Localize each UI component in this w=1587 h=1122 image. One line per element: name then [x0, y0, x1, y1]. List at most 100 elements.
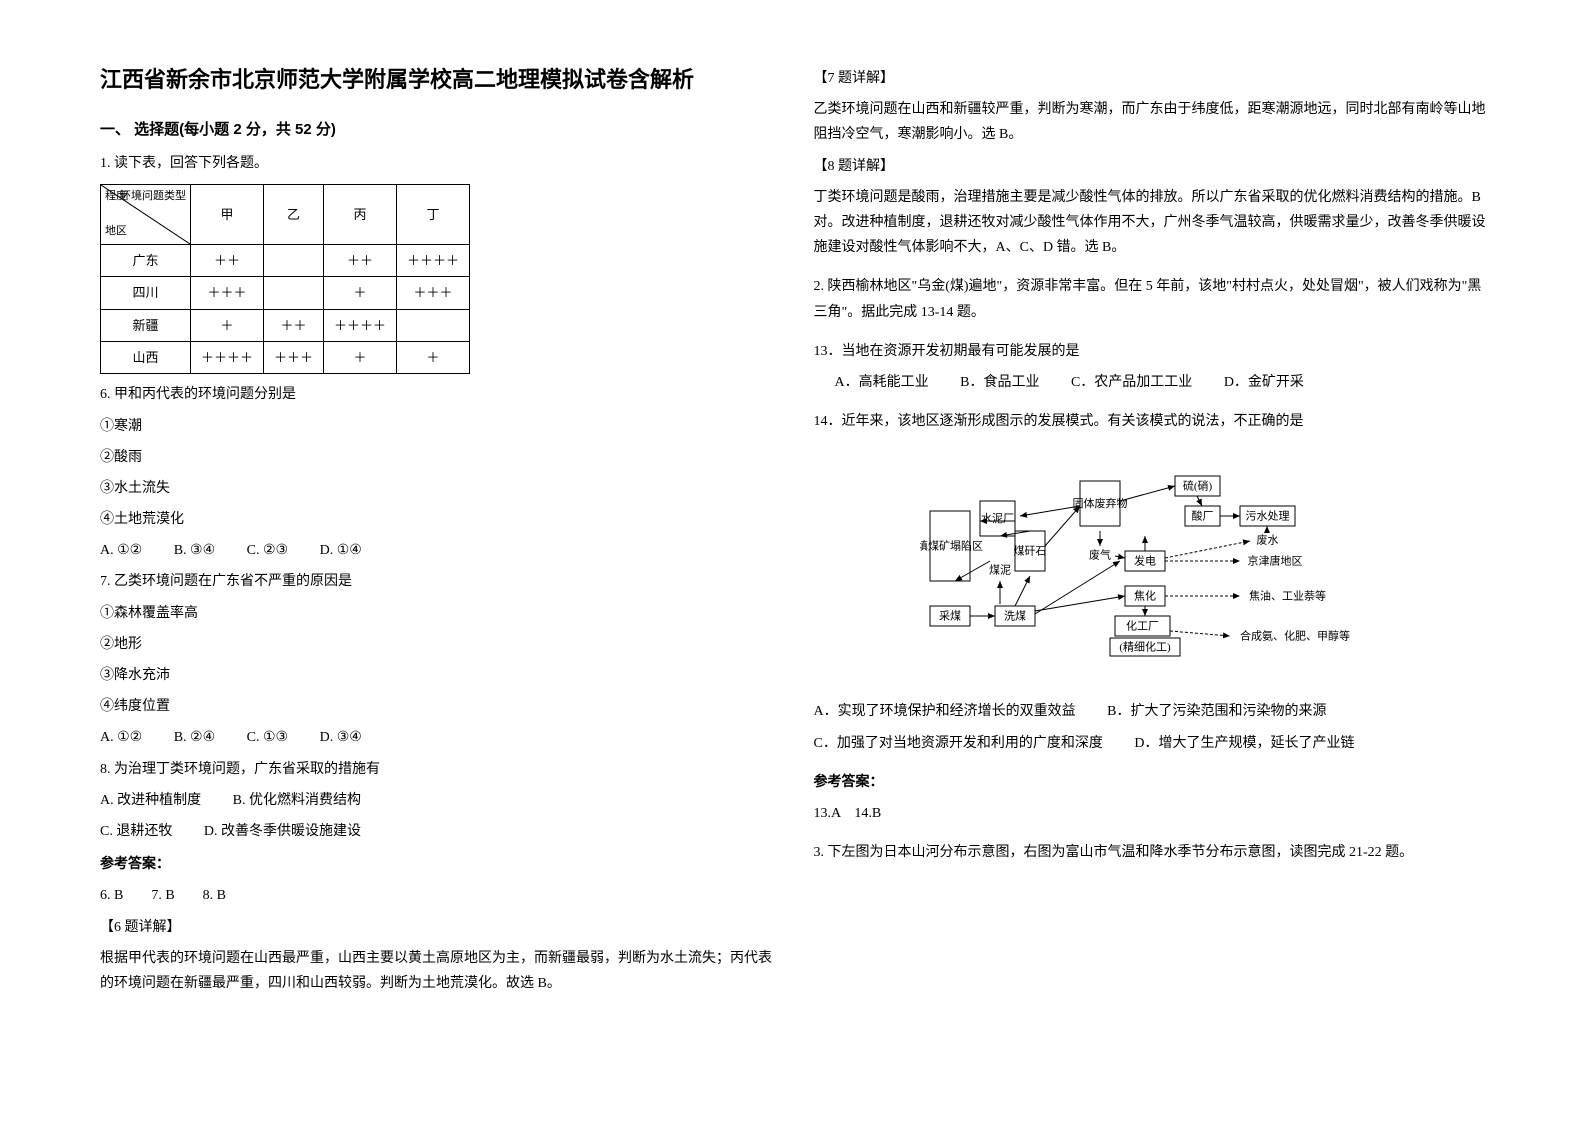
row-region: 山西 [101, 341, 191, 373]
q6-item: ③水土流失 [100, 476, 774, 501]
exp8-body: 丁类环境问题是酸雨，治理措施主要是减少酸性气体的排放。所以广东省采取的优化燃料消… [814, 185, 1488, 261]
ans-678: 6. B 7. B 8. B [100, 883, 774, 908]
cell: ＋＋＋＋ [324, 309, 397, 341]
q8-stem: 8. 为治理丁类环境问题，广东省采取的措施有 [100, 757, 774, 782]
svg-text:煤矸石: 煤矸石 [1014, 545, 1047, 558]
opt: D. ①④ [320, 543, 362, 558]
q7-options: A. ①② B. ②④ C. ①③ D. ③④ [100, 725, 774, 750]
cell: ＋＋＋ [191, 277, 264, 309]
q13-stem: 13．当地在资源开发初期最有可能发展的是 [814, 339, 1488, 364]
row-region: 广东 [101, 244, 191, 276]
cell: ＋＋ [191, 244, 264, 276]
svg-text:洗煤: 洗煤 [1004, 610, 1026, 623]
cell [264, 277, 324, 309]
opt: A. ①② [100, 730, 142, 745]
cell: ＋ [324, 277, 397, 309]
opt: A．实现了环境保护和经济增长的双重效益 [814, 704, 1076, 719]
opt: A. ①② [100, 543, 142, 558]
opt: A．高耗能工业 [835, 375, 929, 390]
opt: C. 退耕还牧 [100, 824, 172, 839]
svg-text:水泥厂: 水泥厂 [981, 512, 1014, 525]
q3-intro: 3. 下左图为日本山河分布示意图，右图为富山市气温和降水季节分布示意图，读图完成… [814, 840, 1488, 865]
cell: ＋＋ [264, 309, 324, 341]
svg-text:采煤: 采煤 [939, 610, 961, 623]
opt: A. 改进种植制度 [100, 793, 201, 808]
q7-item: ③降水充沛 [100, 663, 774, 688]
diag-tr: 环境问题类型 [120, 187, 186, 207]
cell: ＋ [191, 309, 264, 341]
exp8-title: 【8 题详解】 [814, 154, 1488, 179]
opt: B. ②④ [174, 730, 215, 745]
col-h: 甲 [191, 184, 264, 244]
diag-bl: 地区 [105, 222, 127, 242]
q14-stem: 14．近年来，该地区逐渐形成图示的发展模式。有关该模式的说法，不正确的是 [814, 409, 1488, 434]
cell: ＋＋＋＋ [191, 341, 264, 373]
svg-text:(精细化工): (精细化工) [1120, 640, 1172, 654]
opt: C. ②③ [247, 543, 288, 558]
page-title: 江西省新余市北京师范大学附属学校高二地理模拟试卷含解析 [100, 60, 774, 100]
svg-text:污水处理: 污水处理 [1246, 510, 1290, 523]
col-h: 乙 [264, 184, 324, 244]
q7-item: ①森林覆盖率高 [100, 601, 774, 626]
row-region: 四川 [101, 277, 191, 309]
opt: B. ③④ [174, 543, 215, 558]
svg-text:焦化: 焦化 [1134, 589, 1156, 603]
q7-item: ②地形 [100, 632, 774, 657]
cell: ＋＋＋ [264, 341, 324, 373]
table-row: 山西 ＋＋＋＋ ＋＋＋ ＋ ＋ [101, 341, 470, 373]
cell: ＋ [397, 341, 470, 373]
q1-intro: 1. 读下表，回答下列各题。 [100, 151, 774, 176]
q6-item: ④土地荒漠化 [100, 507, 774, 532]
q7-stem: 7. 乙类环境问题在广东省不严重的原因是 [100, 569, 774, 594]
answer-label-2: 参考答案： [814, 770, 1488, 795]
svg-text:废气: 废气 [1089, 548, 1111, 562]
col-h: 丙 [324, 184, 397, 244]
col-h: 丁 [397, 184, 470, 244]
q6-item: ①寒潮 [100, 414, 774, 439]
cell [264, 244, 324, 276]
section-heading: 一、 选择题(每小题 2 分，共 52 分) [100, 116, 774, 143]
exp7-body: 乙类环境问题在山西和新疆较严重，判断为寒潮，而广东由于纬度低，距寒潮源地远，同时… [814, 97, 1488, 147]
svg-text:发电: 发电 [1134, 554, 1156, 568]
opt: D．金矿开采 [1224, 375, 1304, 390]
opt: B．食品工业 [960, 375, 1039, 390]
opt: D. 改善冬季供暖设施建设 [204, 824, 361, 839]
q14-options-1: A．实现了环境保护和经济增长的双重效益 B．扩大了污染范围和污染物的来源 [814, 699, 1488, 724]
q6-stem: 6. 甲和丙代表的环境问题分别是 [100, 382, 774, 407]
flow-svg: 采煤洗煤填煤矿塌陷区水泥厂固体废弃物发电焦化化工厂(精细化工)硫(硝)酸厂污水处… [920, 446, 1380, 676]
flow-diagram: 采煤洗煤填煤矿塌陷区水泥厂固体废弃物发电焦化化工厂(精细化工)硫(硝)酸厂污水处… [920, 446, 1380, 685]
row-region: 新疆 [101, 309, 191, 341]
svg-text:焦油、工业萘等: 焦油、工业萘等 [1249, 589, 1326, 603]
svg-text:酸厂: 酸厂 [1192, 509, 1214, 523]
svg-text:化工厂: 化工厂 [1126, 619, 1159, 633]
cell: ＋＋ [324, 244, 397, 276]
opt: D．增大了生产规模，延长了产业链 [1134, 736, 1354, 751]
exp7-title: 【7 题详解】 [814, 66, 1488, 91]
q2-intro: 2. 陕西榆林地区"乌金(煤)遍地"，资源非常丰富。但在 5 年前，该地"村村点… [814, 274, 1488, 324]
q13-options: A．高耗能工业 B．食品工业 C．农产品加工工业 D．金矿开采 [814, 370, 1488, 395]
ans-1314: 13.A 14.B [814, 801, 1488, 826]
svg-text:废水: 废水 [1257, 533, 1279, 547]
q8-options-2: C. 退耕还牧 D. 改善冬季供暖设施建设 [100, 819, 774, 844]
table-diag-header: 程度 环境问题类型 地区 [101, 184, 191, 244]
env-table: 程度 环境问题类型 地区 甲 乙 丙 丁 广东 ＋＋ ＋＋ ＋＋＋＋ 四川 ＋＋… [100, 184, 470, 375]
table-row: 新疆 ＋ ＋＋ ＋＋＋＋ [101, 309, 470, 341]
table-row: 广东 ＋＋ ＋＋ ＋＋＋＋ [101, 244, 470, 276]
cell: ＋＋＋ [397, 277, 470, 309]
svg-text:京津唐地区: 京津唐地区 [1248, 554, 1303, 568]
cell [397, 309, 470, 341]
q8-options-1: A. 改进种植制度 B. 优化燃料消费结构 [100, 788, 774, 813]
svg-text:硫(硝): 硫(硝) [1183, 479, 1213, 493]
exp6-body: 根据甲代表的环境问题在山西最严重，山西主要以黄土高原地区为主，而新疆最弱，判断为… [100, 946, 774, 996]
cell: ＋ [324, 341, 397, 373]
table-row: 四川 ＋＋＋ ＋ ＋＋＋ [101, 277, 470, 309]
cell: ＋＋＋＋ [397, 244, 470, 276]
opt: D. ③④ [320, 730, 362, 745]
svg-text:填煤矿塌陷区: 填煤矿塌陷区 [920, 539, 983, 553]
opt: B．扩大了污染范围和污染物的来源 [1107, 704, 1326, 719]
q7-item: ④纬度位置 [100, 694, 774, 719]
opt: C．加强了对当地资源开发和利用的广度和深度 [814, 736, 1103, 751]
q6-options: A. ①② B. ③④ C. ②③ D. ①④ [100, 538, 774, 563]
opt: C. ①③ [247, 730, 288, 745]
q14-options-2: C．加强了对当地资源开发和利用的广度和深度 D．增大了生产规模，延长了产业链 [814, 731, 1488, 756]
